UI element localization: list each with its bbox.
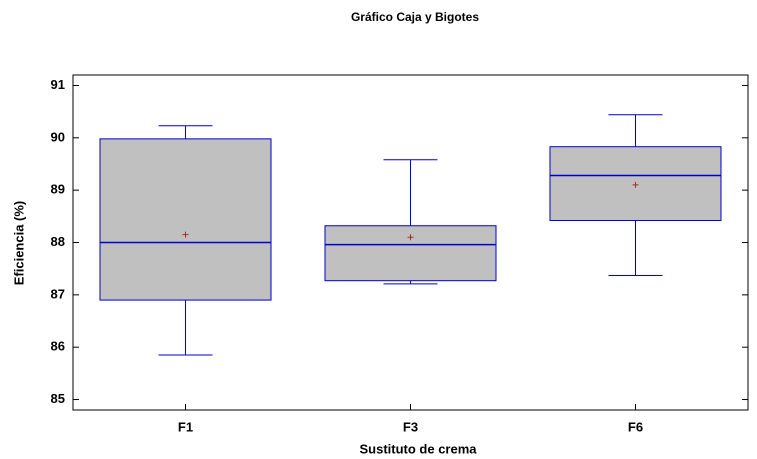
mean-marker: [632, 181, 639, 188]
y-tick-label: 85: [51, 391, 65, 406]
x-tick-label: F3: [403, 419, 418, 434]
y-tick-label: 90: [51, 129, 65, 144]
chart-title: Gráfico Caja y Bigotes: [351, 10, 479, 24]
mean-marker: [182, 231, 189, 238]
box: [324, 225, 497, 282]
y-tick-label: 91: [51, 77, 65, 92]
y-axis-label: Eficiencia (%): [11, 201, 26, 286]
y-tick-label: 89: [51, 182, 65, 197]
x-axis-label: Sustituto de crema: [359, 441, 477, 456]
x-tick-label: F1: [178, 419, 193, 434]
box: [99, 138, 272, 301]
y-tick-label: 86: [51, 339, 65, 354]
mean-marker: [407, 234, 414, 241]
y-tick-label: 88: [51, 234, 65, 249]
y-tick-label: 87: [51, 286, 65, 301]
x-tick-label: F6: [628, 419, 643, 434]
